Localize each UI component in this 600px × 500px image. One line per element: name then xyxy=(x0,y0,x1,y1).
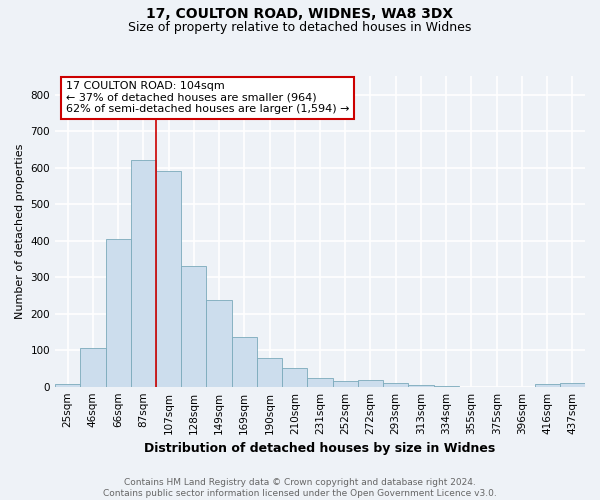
Bar xyxy=(106,240,131,386)
Bar xyxy=(332,381,358,386)
Text: 17 COULTON ROAD: 104sqm
← 37% of detached houses are smaller (964)
62% of semi-d: 17 COULTON ROAD: 104sqm ← 37% of detache… xyxy=(65,81,349,114)
Bar xyxy=(257,358,282,386)
Bar xyxy=(55,384,80,386)
Bar xyxy=(131,160,156,386)
Text: 17, COULTON ROAD, WIDNES, WA8 3DX: 17, COULTON ROAD, WIDNES, WA8 3DX xyxy=(146,8,454,22)
X-axis label: Distribution of detached houses by size in Widnes: Distribution of detached houses by size … xyxy=(145,442,496,455)
Bar xyxy=(409,385,434,386)
Bar xyxy=(560,383,585,386)
Y-axis label: Number of detached properties: Number of detached properties xyxy=(15,144,25,320)
Bar xyxy=(282,368,307,386)
Bar xyxy=(383,384,409,386)
Bar xyxy=(181,266,206,386)
Bar xyxy=(358,380,383,386)
Bar xyxy=(307,378,332,386)
Bar xyxy=(80,348,106,387)
Text: Contains HM Land Registry data © Crown copyright and database right 2024.
Contai: Contains HM Land Registry data © Crown c… xyxy=(103,478,497,498)
Bar xyxy=(535,384,560,386)
Bar xyxy=(206,300,232,386)
Text: Size of property relative to detached houses in Widnes: Size of property relative to detached ho… xyxy=(128,21,472,34)
Bar xyxy=(232,338,257,386)
Bar xyxy=(156,172,181,386)
